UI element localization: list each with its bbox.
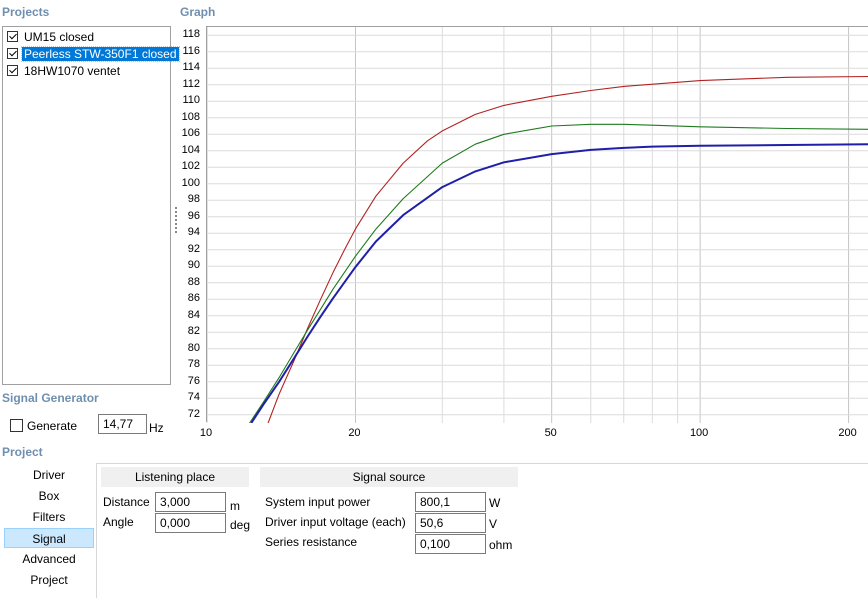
project-checkbox-18hw1070[interactable] (7, 65, 18, 77)
y-tick-label: 90 (187, 259, 200, 272)
series-line-2 (249, 123, 868, 423)
y-tick-label: 110 (182, 94, 200, 107)
project-item-peerless[interactable]: Peerless STW-350F1 closed (4, 46, 180, 62)
y-tick-label: 94 (187, 226, 200, 239)
distance-input[interactable]: 3,000 (155, 492, 226, 512)
frequency-input[interactable]: 14,77 (98, 414, 147, 434)
y-tick-label: 72 (187, 407, 200, 420)
y-tick-label: 88 (187, 275, 200, 288)
project-label: Peerless STW-350F1 closed (21, 46, 180, 62)
project-item-um15[interactable]: UM15 closed (4, 29, 96, 45)
x-tick-label: 50 (544, 427, 557, 439)
angle-unit: deg (230, 518, 251, 532)
splitter-grip[interactable] (175, 211, 177, 213)
x-tick-label: 200 (838, 427, 857, 439)
y-tick-label: 104 (181, 143, 200, 156)
x-tick-label: 10 (199, 427, 213, 439)
series-line-3 (250, 143, 868, 423)
projects-list[interactable]: UM15 closed Peerless STW-350F1 closed 18… (2, 26, 180, 385)
splitter-grip[interactable] (175, 207, 177, 209)
voltage-unit: V (489, 517, 498, 531)
y-tick-label: 78 (187, 358, 200, 371)
y-tick-label: 114 (182, 61, 200, 74)
listening-place-header: Listening place (101, 467, 249, 487)
nav-signal[interactable]: Signal (4, 528, 94, 548)
x-tick-label: 100 (689, 427, 709, 439)
y-tick-label: 100 (181, 176, 200, 189)
y-tick-label: 96 (187, 209, 200, 222)
y-tick-label: 106 (181, 127, 200, 140)
resistance-unit: ohm (489, 538, 513, 552)
splitter-grip[interactable] (175, 219, 177, 221)
splitter-grip[interactable] (175, 231, 177, 233)
signal-source-header: Signal source (260, 467, 518, 487)
graph-title: Graph (180, 5, 216, 19)
nav-filters[interactable]: Filters (32, 510, 66, 524)
y-tick-label: 80 (187, 341, 200, 354)
graph-plot-area[interactable] (206, 26, 868, 423)
signal-generator-title: Signal Generator (2, 391, 99, 405)
x-tick-label: 20 (348, 427, 361, 439)
distance-label: Distance (103, 495, 150, 509)
y-tick-label: 76 (187, 374, 200, 387)
project-item-18hw1070[interactable]: 18HW1070 ventet (4, 63, 122, 79)
frequency-unit: Hz (149, 421, 164, 435)
resistance-label: Series resistance (265, 535, 358, 549)
divider (96, 463, 868, 464)
project-label: UM15 closed (24, 30, 95, 44)
y-axis-labels: 72 74 76 78 80 82 84 86 88 90 92 94 96 98 100 102 104 106… (150, 26, 204, 422)
y-tick-label: 112 (182, 77, 200, 90)
nav-box[interactable]: Box (38, 489, 60, 503)
y-tick-label: 108 (181, 110, 200, 123)
generate-label: Generate (27, 419, 78, 433)
project-label: 18HW1070 ventet (24, 64, 121, 78)
nav-project[interactable]: Project (30, 573, 68, 587)
generate-checkbox[interactable] (10, 419, 23, 433)
generate-checkbox-row[interactable]: Generate (10, 419, 77, 433)
divider (96, 463, 97, 598)
power-unit: W (489, 496, 501, 510)
y-tick-label: 98 (187, 193, 200, 206)
voltage-input[interactable]: 50,6 (415, 513, 486, 533)
voltage-label: Driver input voltage (each) (265, 515, 406, 529)
y-tick-label: 84 (187, 308, 200, 321)
angle-input[interactable]: 0,000 (155, 513, 226, 533)
y-tick-label: 116 (182, 44, 200, 57)
splitter-grip[interactable] (175, 223, 177, 225)
distance-unit: m (230, 499, 240, 513)
nav-advanced[interactable]: Advanced (22, 552, 76, 566)
angle-label: Angle (103, 515, 134, 529)
project-checkbox-um15[interactable] (7, 31, 18, 43)
x-axis-labels: 10 20 50 100 200 (200, 422, 868, 440)
y-tick-label: 118 (182, 28, 200, 41)
resistance-input[interactable]: 0,100 (415, 534, 486, 554)
y-tick-label: 74 (187, 391, 200, 404)
power-label: System input power (265, 495, 371, 509)
series-line-1 (267, 75, 868, 423)
projects-title: Projects (2, 5, 50, 19)
power-input[interactable]: 800,1 (415, 492, 486, 512)
spl-chart (207, 27, 868, 423)
splitter-grip[interactable] (175, 227, 177, 229)
y-tick-label: 82 (187, 325, 200, 338)
project-panel-title: Project (2, 445, 43, 459)
project-checkbox-peerless[interactable] (7, 48, 18, 60)
y-tick-label: 86 (187, 292, 200, 305)
y-tick-label: 102 (181, 160, 200, 173)
splitter-grip[interactable] (175, 215, 177, 217)
nav-driver[interactable]: Driver (33, 468, 65, 482)
y-tick-label: 92 (187, 242, 200, 255)
